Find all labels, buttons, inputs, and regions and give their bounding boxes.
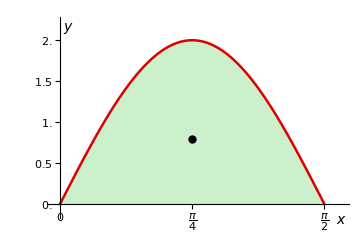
Text: $y$: $y$ [63,21,73,36]
Text: $x$: $x$ [336,213,346,227]
